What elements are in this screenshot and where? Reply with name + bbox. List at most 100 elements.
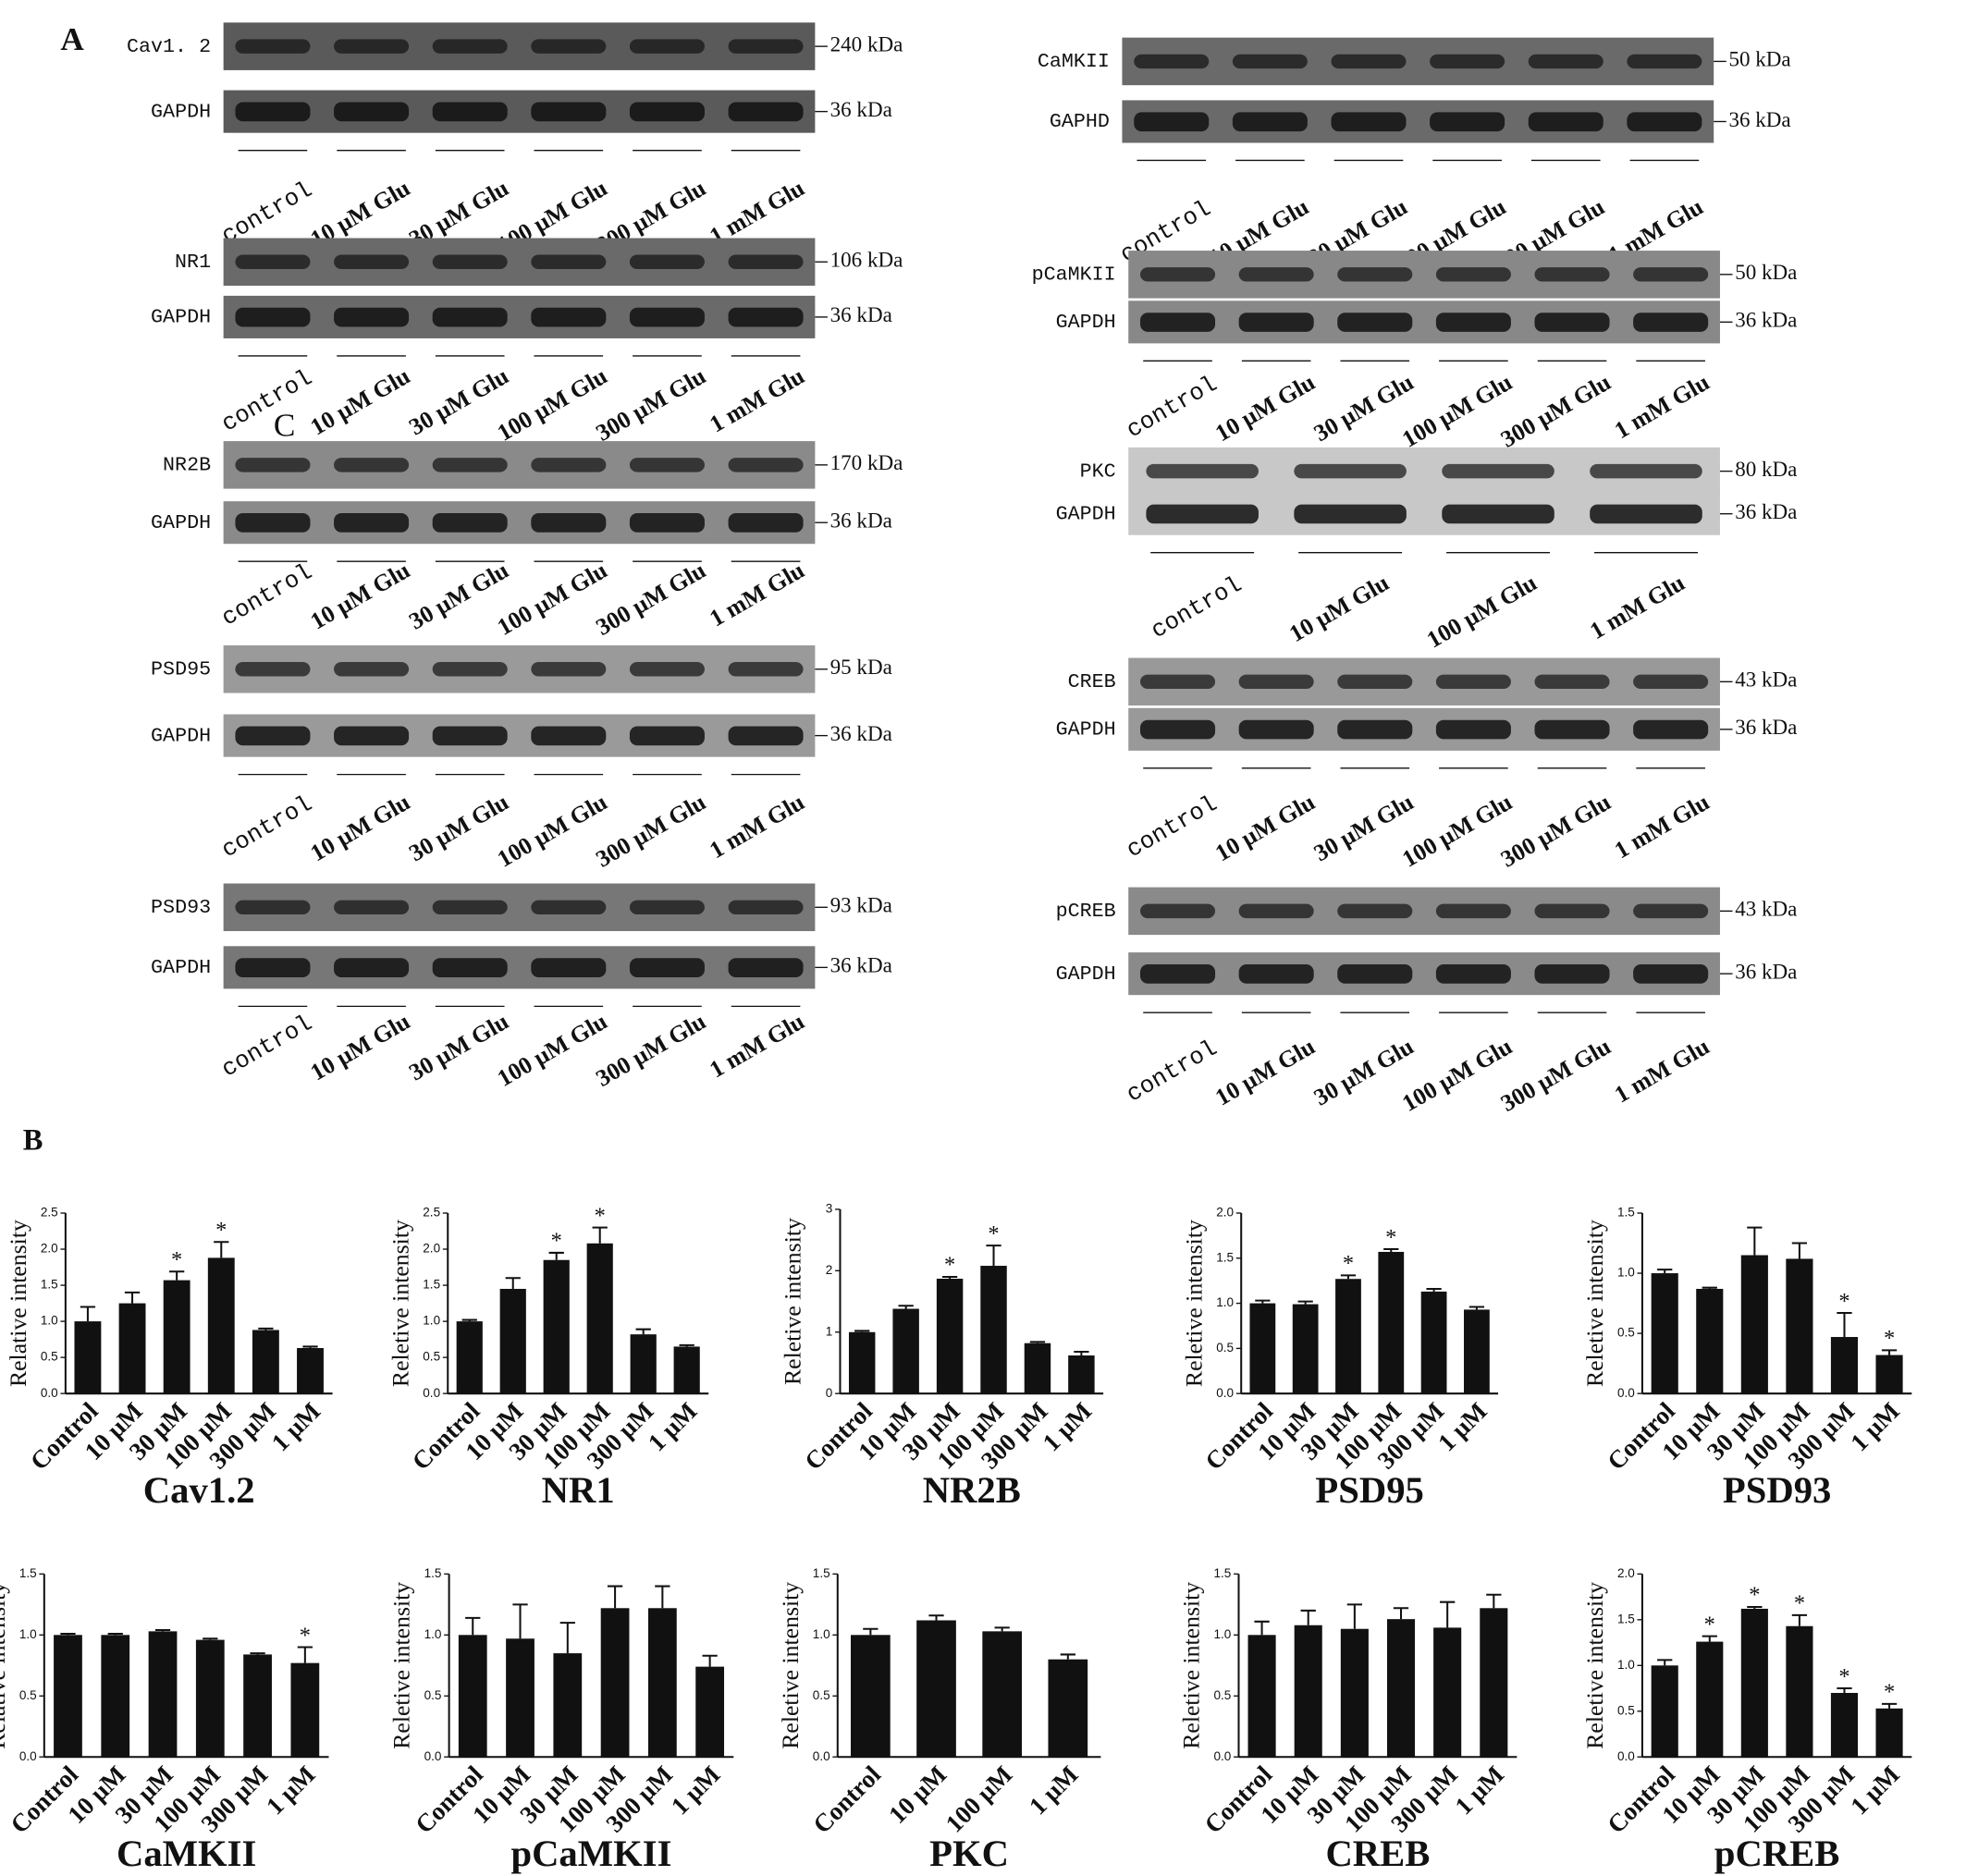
- band: [531, 958, 607, 977]
- lane-label: 300 μM Glu: [1496, 1033, 1616, 1117]
- bar: [243, 1654, 272, 1758]
- band: [1534, 313, 1610, 332]
- band: [1134, 112, 1210, 132]
- bar: [499, 1288, 526, 1394]
- protein-label: GAPDH: [151, 724, 211, 747]
- band: [1238, 313, 1314, 332]
- y-axis-label: Reletive intensity: [1180, 1220, 1207, 1387]
- band: [1633, 313, 1709, 332]
- x-tick-label: 100 μM: [940, 1760, 1018, 1838]
- significance: *: [988, 1221, 999, 1246]
- protein-label: PSD93: [151, 896, 211, 919]
- blot-strip: [1128, 251, 1720, 299]
- bar: [101, 1635, 130, 1758]
- band: [1430, 54, 1505, 69]
- lane-label: 1 mM Glu: [705, 789, 808, 864]
- band: [531, 900, 607, 915]
- bar: [1292, 1304, 1319, 1394]
- band: [531, 662, 607, 677]
- y-tick-label: 2.5: [423, 1206, 440, 1220]
- lane-label: 1 mM Glu: [705, 557, 808, 632]
- x-tick-label: 1 μM: [1024, 1760, 1084, 1821]
- y-tick-label: 2.0: [423, 1242, 440, 1256]
- lane-label: 300 μM Glu: [591, 1008, 710, 1092]
- y-tick-label: 0.0: [424, 1749, 442, 1763]
- bar: [1786, 1625, 1813, 1758]
- lane-label: 10 μM Glu: [306, 557, 415, 635]
- band: [1633, 674, 1709, 690]
- significance: *: [300, 1623, 311, 1648]
- band: [235, 958, 311, 977]
- protein-label: PSD95: [151, 658, 211, 681]
- band: [728, 900, 804, 915]
- x-tick-label: 1 μM: [1450, 1760, 1510, 1821]
- band: [629, 662, 705, 677]
- band: [1534, 963, 1610, 984]
- y-tick-label: 1.0: [813, 1627, 830, 1641]
- lane-label: 10 μM Glu: [1210, 789, 1320, 867]
- blot-strip: [1128, 707, 1720, 751]
- significance: *: [1749, 1583, 1760, 1608]
- protein-label: GAPHD: [1050, 110, 1110, 133]
- band: [1337, 963, 1413, 984]
- protein-label: GAPDH: [151, 956, 211, 979]
- lane-label: 100 μM Glu: [493, 362, 612, 447]
- bar: [74, 1321, 102, 1394]
- band: [1435, 719, 1511, 740]
- band: [235, 726, 311, 746]
- protein-label: GAPDH: [151, 511, 211, 534]
- lane-label: 100 μM Glu: [493, 557, 612, 641]
- protein-label: pCaMKII: [1032, 264, 1116, 287]
- band: [432, 254, 508, 269]
- bar: [148, 1631, 178, 1758]
- lane-label: 1 mM Glu: [705, 1008, 808, 1084]
- protein-label: CaMKII: [1038, 50, 1110, 73]
- bar: [553, 1653, 583, 1758]
- y-tick-label: 0.5: [19, 1688, 37, 1702]
- lane-label: control: [217, 791, 317, 864]
- bar: [1068, 1355, 1095, 1394]
- band: [432, 307, 508, 327]
- lane-label: 1 mM Glu: [705, 362, 808, 438]
- band: [1627, 112, 1702, 132]
- chart-title: CREB: [1325, 1833, 1430, 1874]
- bar: [1249, 1303, 1276, 1394]
- bar: [1024, 1343, 1051, 1394]
- panel-label: C: [274, 408, 296, 444]
- band: [1238, 903, 1314, 919]
- significance: *: [1884, 1326, 1895, 1351]
- band: [1590, 463, 1702, 479]
- band: [1528, 54, 1604, 69]
- lane-label: control: [1122, 1035, 1222, 1108]
- band: [235, 662, 311, 677]
- band: [1337, 674, 1413, 690]
- protein-label: GAPDH: [1056, 718, 1116, 742]
- bar: [851, 1635, 891, 1758]
- bar: [1335, 1279, 1361, 1394]
- bar: [647, 1608, 677, 1758]
- y-tick-label: 1.5: [1216, 1250, 1234, 1264]
- kda-label: 240 kDa: [830, 31, 903, 55]
- bar: [1875, 1708, 1903, 1758]
- band: [728, 458, 804, 472]
- band: [531, 307, 607, 327]
- bar: [54, 1635, 82, 1758]
- y-tick-label: 1.0: [424, 1627, 442, 1641]
- significance: *: [1794, 1591, 1805, 1616]
- x-tick-label: 1 μM: [1432, 1397, 1493, 1457]
- kda-label: 36 kDa: [1735, 715, 1797, 739]
- band: [1534, 719, 1610, 740]
- y-tick-label: 1.0: [1617, 1658, 1635, 1672]
- band: [531, 102, 607, 122]
- y-axis-label: Reletive intensity: [1581, 1220, 1608, 1387]
- chart-title: PKC: [929, 1833, 1009, 1874]
- bar: [1830, 1337, 1859, 1394]
- kda-label: 36 kDa: [830, 97, 892, 121]
- x-tick-label: 1 μM: [666, 1760, 726, 1821]
- significance: *: [1704, 1612, 1715, 1637]
- bar: [586, 1243, 613, 1394]
- y-tick-label: 0.5: [424, 1688, 442, 1702]
- band: [1534, 674, 1610, 690]
- bar: [252, 1330, 279, 1394]
